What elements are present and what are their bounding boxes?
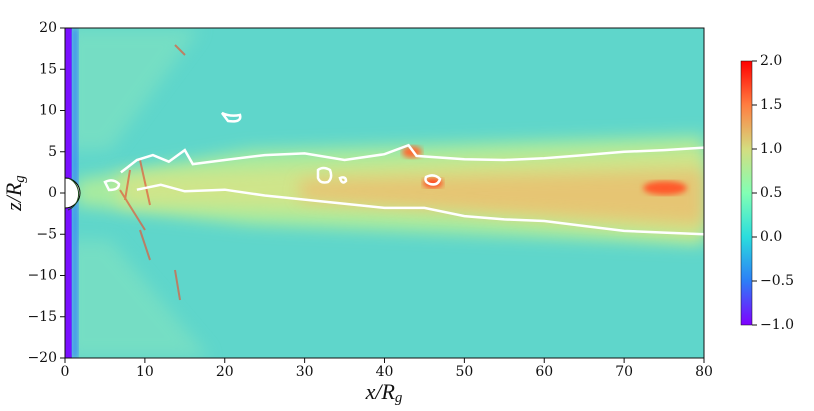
- y-tick-label: −20: [27, 350, 57, 366]
- colorbar-tick-label: 1.0: [760, 141, 782, 157]
- colorbar-tick-label: 1.5: [760, 97, 782, 113]
- field: [65, 28, 704, 358]
- y-tick-label: −15: [27, 309, 57, 325]
- x-tick-label: 70: [615, 364, 633, 380]
- x-tick-label: 30: [296, 364, 314, 380]
- y-tick-label: −5: [36, 226, 57, 242]
- x-tick-label: 20: [216, 364, 234, 380]
- x-tick-label: 40: [376, 364, 394, 380]
- y-tick-label: 10: [39, 103, 57, 119]
- y-tick-label: 15: [39, 61, 57, 77]
- y-tick-label: 20: [39, 20, 57, 36]
- colorbar-tick-label: −0.5: [760, 273, 794, 289]
- x-axis-label: x/Rg: [365, 379, 403, 406]
- y-tick-label: −10: [27, 268, 57, 284]
- colorbar-tick-label: −1.0: [760, 317, 794, 333]
- x-tick-label: 50: [455, 364, 473, 380]
- y-tick-label: 5: [48, 144, 57, 160]
- colorbar-tick-label: 0.5: [760, 185, 782, 201]
- x-tick-label: 60: [535, 364, 553, 380]
- colorbar-tick-label: 0.0: [760, 229, 782, 245]
- colorbar-tick-label: 2.0: [760, 53, 782, 69]
- y-tick-label: 0: [48, 185, 57, 201]
- x-tick-label: 0: [61, 364, 70, 380]
- y-axis-label: z/Rg: [1, 175, 28, 212]
- x-tick-label: 10: [136, 364, 154, 380]
- x-tick-label: 80: [695, 364, 713, 380]
- colorbar: [740, 60, 753, 326]
